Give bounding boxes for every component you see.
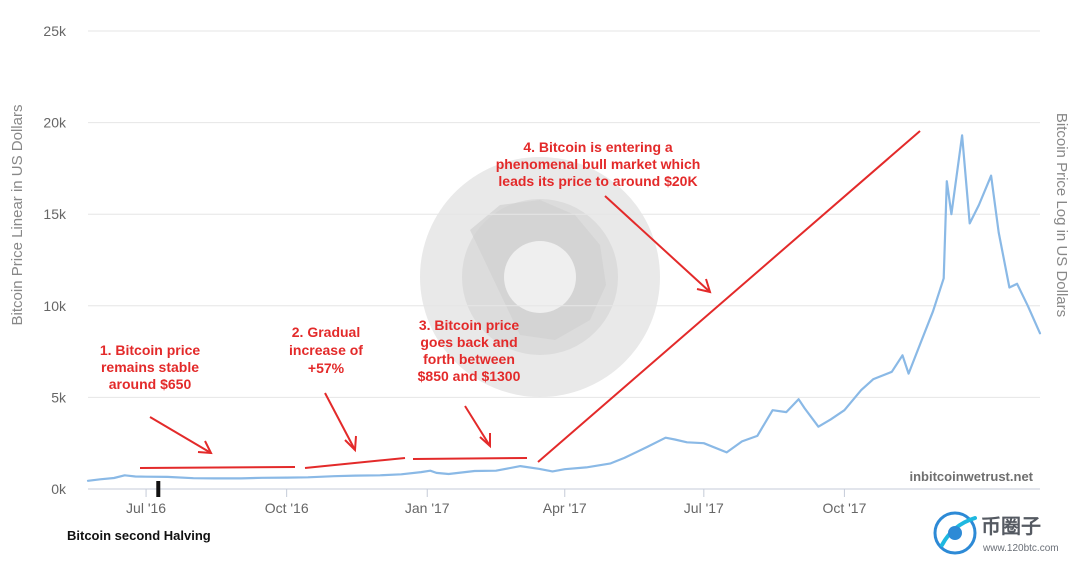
brand-emblem-icon bbox=[933, 511, 977, 555]
annotation-3: 3. Bitcoin price goes back and forth bet… bbox=[418, 317, 521, 384]
left-axis-title: Bitcoin Price Linear in US Dollars bbox=[9, 105, 26, 326]
arrow-4 bbox=[604, 195, 711, 293]
source-label: inbitcoinwetrust.net bbox=[910, 469, 1034, 484]
y-tick-label: 15k bbox=[43, 206, 67, 222]
annotation-overlays bbox=[139, 130, 921, 469]
annotation-3-line-3: forth between bbox=[423, 351, 515, 367]
segment-3-line bbox=[412, 457, 528, 460]
y-axis-ticks: 0k 5k 10k 15k 20k 25k bbox=[43, 23, 67, 497]
annotation-4: 4. Bitcoin is entering a phenomenal bull… bbox=[496, 139, 701, 189]
segment-1-line bbox=[139, 466, 296, 469]
x-tick-label: Oct '17 bbox=[822, 500, 866, 516]
x-axis-ticks: Jul '16 Oct '16 Jan '17 Apr '17 Jul '17 Oct '… bbox=[126, 489, 867, 516]
arrow-1-head bbox=[197, 440, 213, 455]
annotation-1-line-3: around $650 bbox=[109, 376, 192, 392]
price-series-line bbox=[86, 134, 1042, 482]
watermark-logo bbox=[420, 157, 660, 397]
arrow-2-head bbox=[344, 435, 357, 453]
annotation-3-line-1: 3. Bitcoin price bbox=[419, 317, 520, 333]
halving-label: Bitcoin second Halving bbox=[67, 528, 211, 543]
y-tick-label: 5k bbox=[51, 389, 67, 405]
annotation-2-line-3: +57% bbox=[308, 360, 345, 376]
annotation-1-line-2: remains stable bbox=[101, 359, 199, 375]
brand-url: www.120btc.com bbox=[982, 543, 1059, 554]
annotation-2-line-1: 2. Gradual bbox=[292, 324, 360, 340]
brand-name: 币圈子 bbox=[981, 515, 1041, 538]
y-tick-label: 25k bbox=[43, 23, 67, 39]
annotation-3-line-4: $850 and $1300 bbox=[418, 368, 521, 384]
annotation-2-line-2: increase of bbox=[289, 342, 363, 358]
arrow-3-head bbox=[479, 433, 491, 449]
annotation-2: 2. Gradual increase of +57% bbox=[289, 324, 363, 376]
x-tick-label: Jul '16 bbox=[126, 500, 166, 516]
x-tick-label: Apr '17 bbox=[543, 500, 587, 516]
x-tick-label: Jan '17 bbox=[405, 500, 450, 516]
arrow-2 bbox=[324, 392, 356, 451]
y-tick-label: 10k bbox=[43, 298, 67, 314]
annotation-1: 1. Bitcoin price remains stable around $… bbox=[100, 342, 201, 392]
arrow-1 bbox=[149, 416, 212, 454]
arrow-4-head bbox=[696, 278, 712, 294]
annotation-4-line-3: leads its price to around $20K bbox=[498, 173, 697, 189]
halving-marker bbox=[156, 481, 161, 497]
x-tick-label: Jul '17 bbox=[684, 500, 724, 516]
y-tick-label: 0k bbox=[51, 481, 67, 497]
annotation-4-line-2: phenomenal bull market which bbox=[496, 156, 701, 172]
gridlines bbox=[88, 30, 1040, 490]
annotation-4-line-1: 4. Bitcoin is entering a bbox=[523, 139, 673, 155]
segment-2-line bbox=[304, 457, 406, 469]
y-tick-label: 20k bbox=[43, 115, 67, 131]
x-tick-label: Oct '16 bbox=[265, 500, 309, 516]
brand-logo: 币圈子 www.120btc.com bbox=[933, 511, 1059, 555]
right-axis-title: Bitcoin Price Log in US Dollars bbox=[1053, 113, 1070, 317]
arrow-3 bbox=[464, 405, 491, 447]
segment-4-line bbox=[537, 130, 921, 463]
annotation-3-line-2: goes back and bbox=[420, 334, 517, 350]
annotation-1-line-1: 1. Bitcoin price bbox=[100, 342, 201, 358]
